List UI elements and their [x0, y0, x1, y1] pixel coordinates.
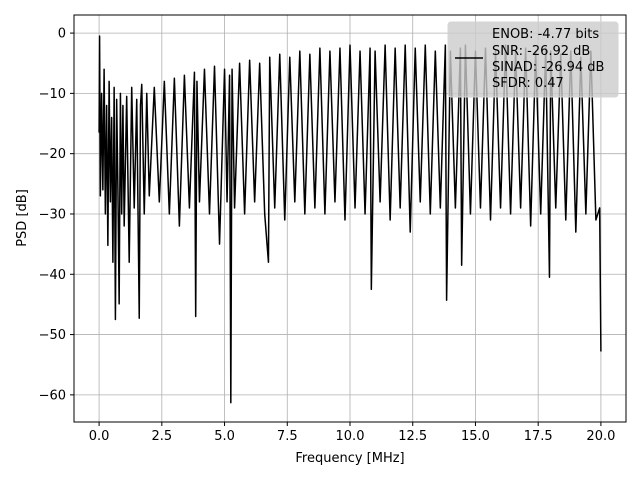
x-tick-label: 7.5	[277, 429, 298, 444]
legend-sfdr: SFDR: 0.47	[492, 76, 564, 91]
x-tick-label: 10.0	[336, 429, 365, 444]
legend-enob: ENOB: -4.77 bits	[492, 27, 599, 42]
y-tick-label: −10	[39, 87, 66, 102]
y-axis-label: PSD [dB]	[15, 189, 30, 247]
legend-snr: SNR: -26.92 dB	[492, 44, 590, 59]
x-tick-label: 12.5	[398, 429, 427, 444]
x-tick-label: 17.5	[524, 429, 553, 444]
x-tick-label: 15.0	[461, 429, 490, 444]
x-tick-label: 2.5	[151, 429, 172, 444]
y-tick-label: −30	[39, 207, 66, 222]
x-tick-label: 5.0	[214, 429, 235, 444]
x-axis-ticks: 0.0 2.5 5.0 7.5 10.0 12.5 15.0 17.5 20.0	[89, 422, 615, 444]
y-axis-ticks: 0 −10 −20 −30 −40 −50 −60	[39, 27, 74, 403]
psd-series-line	[98, 35, 602, 404]
y-tick-label: −20	[39, 147, 66, 162]
y-tick-label: −60	[39, 388, 66, 403]
legend-box	[447, 21, 619, 98]
y-tick-label: −50	[39, 328, 66, 343]
x-axis-label: Frequency [MHz]	[295, 451, 404, 466]
y-tick-label: −40	[39, 268, 66, 283]
y-tick-label: 0	[58, 27, 66, 42]
x-tick-label: 20.0	[586, 429, 615, 444]
legend-sinad: SINAD: -26.94 dB	[492, 60, 604, 75]
x-tick-label: 0.0	[89, 429, 110, 444]
legend: ENOB: -4.77 bits SNR: -26.92 dB SINAD: -…	[447, 21, 619, 98]
